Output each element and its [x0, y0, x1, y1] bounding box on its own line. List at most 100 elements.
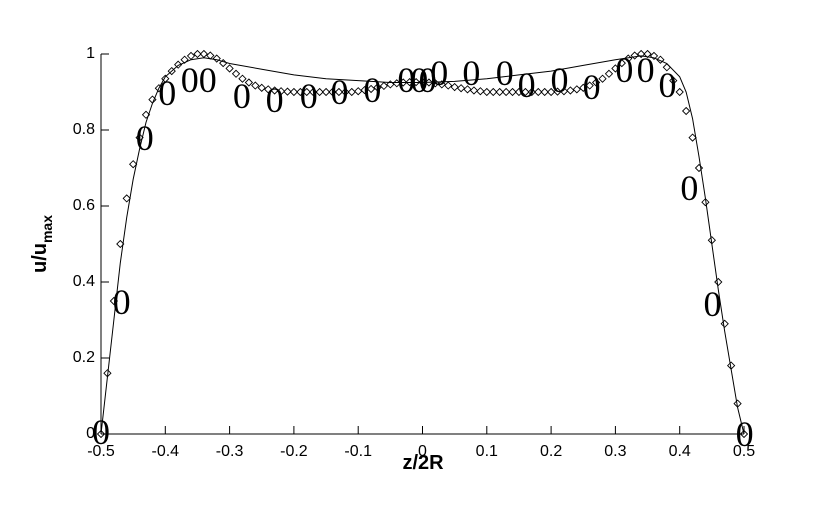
- diamond-marker: [174, 60, 183, 69]
- diamond-marker: [399, 78, 408, 87]
- y-tick-label: 0: [86, 425, 95, 442]
- diamond-marker: [694, 163, 704, 173]
- diamond-marker: [392, 79, 401, 88]
- symbol-marker: 0: [736, 414, 754, 454]
- diamond-marker: [296, 87, 305, 97]
- diamond-marker: [714, 277, 723, 287]
- diamond-marker: [681, 106, 691, 116]
- diamond-marker: [321, 87, 331, 97]
- diamond-marker: [707, 236, 716, 245]
- x-tick-label: 0.1: [476, 443, 498, 460]
- symbol-marker: 0: [430, 53, 448, 93]
- diamond-marker: [212, 54, 221, 63]
- diamond-marker: [270, 86, 279, 95]
- x-tick-label: 0.4: [669, 443, 691, 460]
- diamond-marker: [437, 80, 446, 89]
- diamond-marker: [559, 87, 569, 96]
- diamond-marker: [103, 369, 112, 378]
- y-tick-label: 0.4: [73, 273, 95, 290]
- diamond-marker: [161, 74, 170, 83]
- x-axis-title: z/2R: [402, 452, 444, 474]
- diamond-marker: [379, 81, 389, 91]
- x-tick-label: -0.1: [344, 443, 372, 460]
- data-line: [100, 55, 745, 435]
- y-axis-title: u/umax: [29, 215, 55, 273]
- x-tick-label: 0.5: [733, 443, 755, 460]
- diamond-marker: [591, 78, 601, 87]
- symbol-marker: 0: [363, 70, 381, 110]
- diamond-marker: [231, 69, 241, 78]
- diamond-marker: [289, 87, 299, 97]
- diamond-marker: [585, 81, 594, 90]
- diamond-marker: [328, 87, 337, 97]
- diamond-marker: [636, 49, 646, 59]
- diamond-marker: [463, 85, 472, 94]
- diamond-marker: [527, 87, 536, 97]
- x-tick-label: 0.2: [540, 443, 562, 460]
- diamond-marker: [354, 87, 363, 96]
- symbol-marker: 0: [419, 60, 437, 100]
- diamond-marker: [116, 239, 125, 249]
- symbol-marker: 0: [92, 412, 110, 452]
- diamond-marker: [624, 54, 633, 63]
- diamond-marker: [283, 87, 292, 96]
- symbol-marker: 0: [113, 282, 131, 322]
- x-tick-label: 0.3: [604, 443, 626, 460]
- x-tick-label: 0: [418, 443, 427, 460]
- y-tick-label: 1: [86, 45, 95, 62]
- diamond-marker: [469, 86, 479, 95]
- diamond-marker: [540, 87, 549, 97]
- y-tick-label: 0.8: [73, 121, 95, 138]
- y-axis-title-sub: max: [39, 215, 55, 243]
- symbol-marker: 0: [550, 60, 568, 100]
- diamond-marker: [534, 87, 543, 97]
- symbol-marker: 0: [615, 50, 633, 90]
- symbol-marker: 0: [181, 60, 199, 100]
- symbol-marker: 0: [462, 53, 480, 93]
- diamond-marker: [405, 77, 414, 87]
- diamond-marker: [572, 85, 581, 94]
- diamond-marker: [424, 78, 434, 87]
- diamond-marker: [251, 81, 260, 90]
- diamond-marker: [476, 87, 485, 96]
- diamond-marker: [489, 87, 498, 97]
- diamond-marker: [727, 361, 736, 370]
- symbol-marker: 0: [331, 72, 349, 112]
- x-tick-label: -0.2: [280, 443, 308, 460]
- symbol-marker: 0: [300, 76, 318, 116]
- diamond-marker: [450, 82, 459, 92]
- symbol-marker: 0: [637, 50, 655, 90]
- diamond-marker: [276, 87, 286, 96]
- diamond-marker: [199, 49, 209, 59]
- diamond-marker: [501, 87, 511, 97]
- diamond-marker: [315, 87, 324, 97]
- symbol-marker: 0: [199, 60, 217, 100]
- diamond-marker: [611, 64, 620, 73]
- diamond-marker: [431, 79, 440, 88]
- diamond-marker: [739, 429, 749, 439]
- diamond-marker: [109, 296, 118, 306]
- diamond-marker: [720, 319, 729, 328]
- diamond-marker: [482, 87, 491, 97]
- diamond-marker: [598, 74, 607, 83]
- symbol-marker: 0: [518, 65, 536, 105]
- symbol-marker: 0: [680, 168, 698, 208]
- diamond-marker: [456, 84, 466, 93]
- diamond-marker: [546, 87, 556, 97]
- symbol-marker: 0: [658, 65, 676, 105]
- diamond-marker: [733, 399, 742, 408]
- diamond-marker: [129, 160, 138, 169]
- diamond-marker: [373, 83, 382, 92]
- diamond-marker: [662, 63, 671, 72]
- diamond-marker: [630, 51, 639, 60]
- diamond-marker: [148, 95, 157, 104]
- diamond-marker: [604, 69, 614, 78]
- diamond-marker: [206, 51, 215, 60]
- x-tick-label: -0.5: [87, 443, 115, 460]
- diamond-marker: [444, 81, 453, 90]
- symbol-marker: 0: [410, 60, 428, 100]
- diamond-marker: [309, 87, 318, 97]
- diamond-marker: [508, 87, 517, 97]
- symbol-marker: 0: [397, 60, 415, 100]
- diamond-marker: [180, 55, 189, 64]
